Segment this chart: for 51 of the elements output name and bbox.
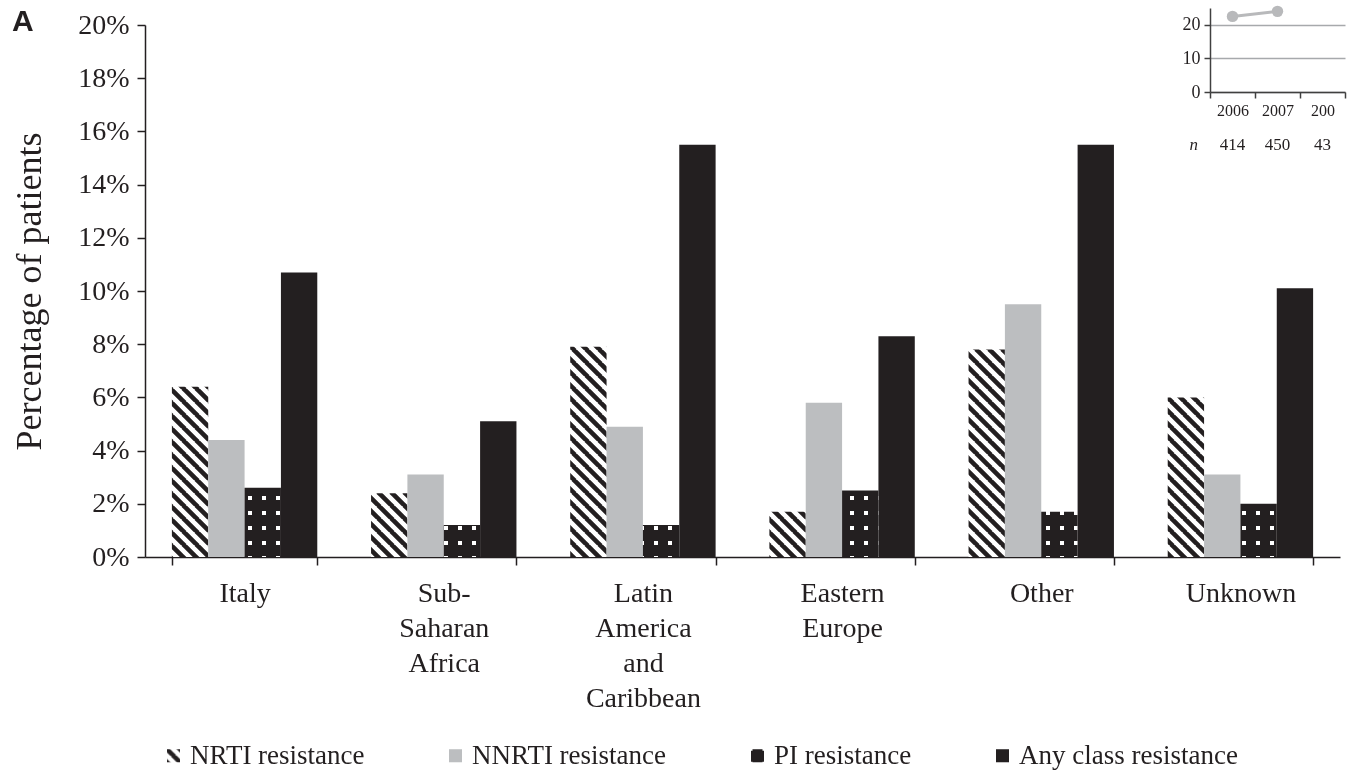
- y-tick-label: 0: [1191, 81, 1201, 102]
- y-tick-label: 4%: [92, 434, 130, 466]
- legend-label: PI resistance: [774, 739, 912, 770]
- bar: [968, 349, 1005, 557]
- bar: [1004, 304, 1042, 557]
- bar: [642, 525, 680, 557]
- bar: [1041, 511, 1078, 557]
- bar: [805, 402, 843, 557]
- bar: [606, 426, 643, 557]
- annotation: n: [1189, 135, 1198, 154]
- legend-label: NNRTI resistance: [472, 739, 667, 770]
- x-tick-label: Sub-Saharan Africa: [399, 576, 490, 678]
- y-tick-label: 16%: [78, 114, 130, 146]
- y-tick-label: 14%: [78, 168, 130, 200]
- chart-title: A: [12, 4, 34, 37]
- bar: [244, 487, 281, 557]
- bar: [769, 511, 806, 557]
- annotation: 414: [1219, 135, 1246, 154]
- y-tick-label: 10: [1182, 47, 1201, 68]
- legend-label: NRTI resistance: [190, 739, 365, 770]
- bar: [171, 386, 209, 557]
- x-tick-label: 200: [1311, 101, 1335, 119]
- annotation: 43: [1314, 135, 1331, 154]
- y-tick-label: 8%: [92, 327, 130, 359]
- y-tick-label: 10%: [78, 274, 130, 306]
- bar: [407, 474, 444, 557]
- bar: [443, 525, 481, 557]
- y-tick-label: 18%: [78, 61, 130, 93]
- y-tick-label: 0%: [92, 540, 130, 572]
- bar: [842, 490, 879, 557]
- y-tick-label: 2%: [92, 487, 130, 519]
- y-tick-label: 12%: [78, 221, 130, 253]
- bar: [371, 493, 408, 557]
- y-tick-label: 20: [1182, 14, 1201, 35]
- bar: [1240, 503, 1277, 557]
- bar: [1167, 397, 1205, 557]
- x-tick-label: Italy: [219, 576, 271, 608]
- bar: [1204, 474, 1241, 557]
- x-tick-label: 2006: [1217, 101, 1249, 119]
- bar: [570, 346, 607, 557]
- x-tick-label: Unknown: [1185, 576, 1297, 608]
- x-tick-label: Latin America and Caribbean: [585, 576, 701, 713]
- legend-label: Any class resistance: [1019, 739, 1238, 770]
- bar: [208, 439, 245, 557]
- y-tick-label: 20%: [78, 8, 130, 40]
- x-tick-label: Eastern Europe: [800, 576, 885, 643]
- x-tick-label: Other: [1009, 576, 1075, 608]
- x-tick-label: 2007: [1262, 101, 1294, 119]
- annotation: 450: [1264, 135, 1291, 154]
- y-axis-title: Percentage of patients: [8, 132, 49, 451]
- y-tick-label: 6%: [92, 380, 130, 412]
